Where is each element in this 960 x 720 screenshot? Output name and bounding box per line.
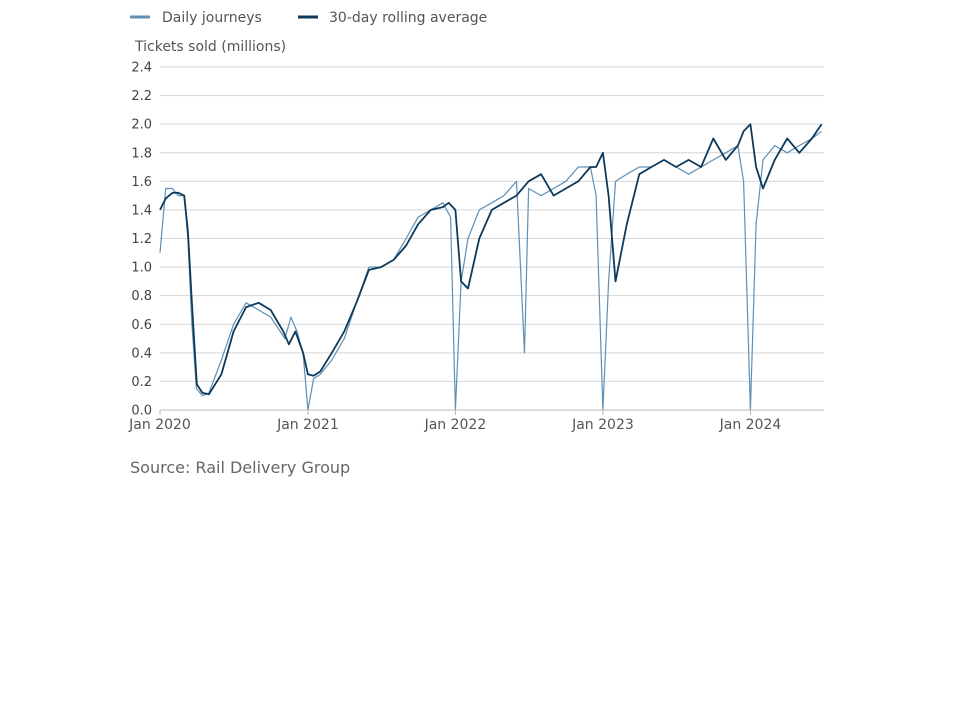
y-tick-label: 2.0 <box>131 118 152 133</box>
x-tick-label: Jan 2022 <box>424 417 487 433</box>
series-line-daily-journeys <box>159 130 822 411</box>
y-tick-label: 2.2 <box>131 89 152 104</box>
series-layer <box>159 123 823 411</box>
series-line-rolling-average <box>159 123 823 396</box>
y-tick-label: 0.8 <box>131 289 152 304</box>
y-tick-label: 1.4 <box>131 203 152 218</box>
y-tick-label: 0.6 <box>131 318 152 333</box>
y-tick-label: 2.4 <box>131 61 152 76</box>
legend: Daily journeys 30-day rolling average <box>130 10 487 26</box>
grid-lines <box>160 66 824 382</box>
y-tick-label: 0.2 <box>131 375 152 390</box>
x-tick-label: Jan 2020 <box>128 417 191 433</box>
y-tick-label: 1.0 <box>131 261 152 276</box>
x-tick-label: Jan 2021 <box>276 417 339 433</box>
source-note: Source: Rail Delivery Group <box>130 458 351 477</box>
y-tick-label: 1.8 <box>131 146 152 161</box>
y-axis-ticks: 0.0 0.2 0.4 0.6 0.8 1.0 1.2 1.4 1.6 1.8 2.0 2.2 2.4 <box>131 61 152 419</box>
x-axis-ticks: Jan 2020 Jan 2021 Jan 2022 Jan 2023 Jan 2024 <box>128 410 781 433</box>
legend-label-average: 30-day rolling average <box>329 10 487 26</box>
x-tick-label: Jan 2023 <box>571 417 634 433</box>
x-tick-label: Jan 2024 <box>719 417 782 433</box>
legend-label-daily: Daily journeys <box>162 10 262 26</box>
y-tick-label: 0.4 <box>131 346 152 361</box>
y-tick-label: 1.6 <box>131 175 152 190</box>
y-tick-label: 1.2 <box>131 232 152 247</box>
y-axis-label: Tickets sold (millions) <box>134 39 286 55</box>
y-tick-label: 0.0 <box>131 404 152 419</box>
